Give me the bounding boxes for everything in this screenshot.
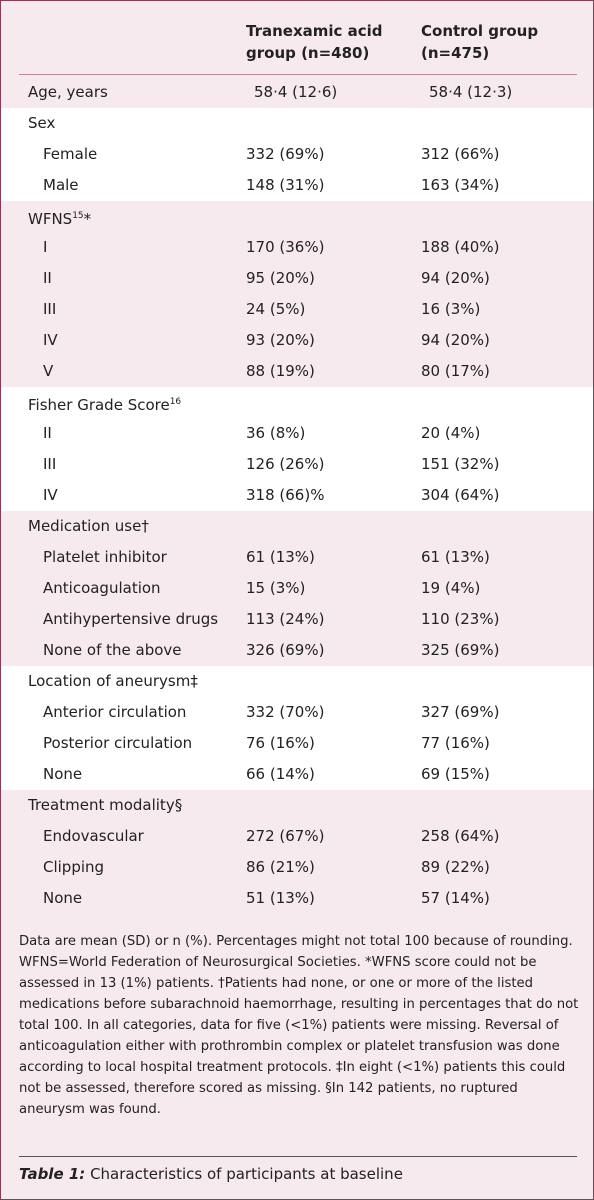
cell: 80 (17%) <box>421 362 490 380</box>
section-heading: WFNS15* <box>28 206 91 229</box>
heading-mark: * <box>83 210 92 228</box>
row-band <box>1 387 593 511</box>
cell: 15 (3%) <box>246 579 306 597</box>
row-label: IV <box>43 331 58 349</box>
row-label: V <box>43 362 54 380</box>
heading-text: Sex <box>28 114 56 132</box>
row-label: III <box>43 455 57 473</box>
row-label: Anterior circulation <box>43 703 187 721</box>
cell: 89 (22%) <box>421 858 490 876</box>
section-heading: Location of aneurysm‡ <box>28 671 198 691</box>
cell: 110 (23%) <box>421 610 500 628</box>
cell: 57 (14%) <box>421 889 490 907</box>
heading-text: Location of aneurysm‡ <box>28 672 198 690</box>
cell: 326 (69%) <box>246 641 325 659</box>
row-band <box>1 108 593 201</box>
heading-text: Fisher Grade Score <box>28 396 170 414</box>
cell: 76 (16%) <box>246 734 315 752</box>
cell: 77 (16%) <box>421 734 490 752</box>
row-label: II <box>43 424 52 442</box>
header-rule <box>19 74 577 75</box>
section-heading: Age, years <box>28 82 108 102</box>
cell: 69 (15%) <box>421 765 490 783</box>
row-label: None of the above <box>43 641 182 659</box>
cell: 61 (13%) <box>246 548 315 566</box>
row-label: Clipping <box>43 858 105 876</box>
row-label: None <box>43 889 83 907</box>
cell: 94 (20%) <box>421 331 490 349</box>
heading-text: Medication use† <box>28 517 149 535</box>
cell: 86 (21%) <box>246 858 315 876</box>
cell: 66 (14%) <box>246 765 315 783</box>
cell: 58·4 (12·3) <box>429 83 513 101</box>
footnote: Data are mean (SD) or n (%). Percentages… <box>19 934 579 1117</box>
cell: 318 (66)% <box>246 486 325 504</box>
row-label: II <box>43 269 52 287</box>
cell: 332 (70%) <box>246 703 325 721</box>
heading-ref: 16 <box>169 397 182 407</box>
row-label: Posterior circulation <box>43 734 193 752</box>
row-label: Anticoagulation <box>43 579 161 597</box>
cell: 258 (64%) <box>421 827 500 845</box>
cell: 16 (3%) <box>421 300 481 318</box>
heading-text: Treatment modality§ <box>28 796 183 814</box>
row-band <box>1 666 593 790</box>
cell: 88 (19%) <box>246 362 315 380</box>
cell: 188 (40%) <box>421 238 500 256</box>
heading-text: WFNS <box>28 210 73 228</box>
section-heading: Sex <box>28 113 55 133</box>
cell: 58·4 (12·6) <box>254 83 338 101</box>
section-heading: Treatment modality§ <box>28 795 182 815</box>
caption-text: Characteristics of participants at basel… <box>90 1165 403 1183</box>
heading-ref: 15 <box>72 211 84 221</box>
cell: 20 (4%) <box>421 424 481 442</box>
caption-rule <box>19 1156 577 1157</box>
cell: 148 (31%) <box>246 176 325 194</box>
cell: 151 (32%) <box>421 455 500 473</box>
cell: 113 (24%) <box>246 610 325 628</box>
cell: 272 (67%) <box>246 827 325 845</box>
heading-text: Age, years <box>28 83 108 101</box>
cell: 51 (13%) <box>246 889 315 907</box>
cell: 327 (69%) <box>421 703 500 721</box>
cell: 93 (20%) <box>246 331 315 349</box>
cell: 19 (4%) <box>421 579 481 597</box>
section-heading: Medication use† <box>28 516 149 536</box>
column-header: Control group (n=475) <box>421 22 539 62</box>
cell: 24 (5%) <box>246 300 306 318</box>
cell: 61 (13%) <box>421 548 490 566</box>
cell: 36 (8%) <box>246 424 306 442</box>
cell: 170 (36%) <box>246 238 325 256</box>
row-label: Male <box>43 176 79 194</box>
cell: 95 (20%) <box>246 269 315 287</box>
section-heading: Fisher Grade Score16 <box>28 392 181 415</box>
row-label: IV <box>43 486 58 504</box>
cell: 94 (20%) <box>421 269 490 287</box>
cell: 325 (69%) <box>421 641 500 659</box>
row-label: III <box>43 300 57 318</box>
column-header: Tranexamic acid group (n=480) <box>246 22 383 62</box>
row-label: Endovascular <box>43 827 144 845</box>
caption-label: Table 1: <box>19 1165 86 1183</box>
cell: 332 (69%) <box>246 145 325 163</box>
caption: Table 1: Characteristics of participants… <box>19 1165 403 1183</box>
row-label: None <box>43 765 83 783</box>
row-label: I <box>43 238 48 256</box>
row-label: Female <box>43 145 98 163</box>
cell: 163 (34%) <box>421 176 500 194</box>
cell: 126 (26%) <box>246 455 325 473</box>
row-label: Platelet inhibitor <box>43 548 167 566</box>
cell: 304 (64%) <box>421 486 500 504</box>
row-label: Antihypertensive drugs <box>43 610 219 628</box>
cell: 312 (66%) <box>421 145 500 163</box>
